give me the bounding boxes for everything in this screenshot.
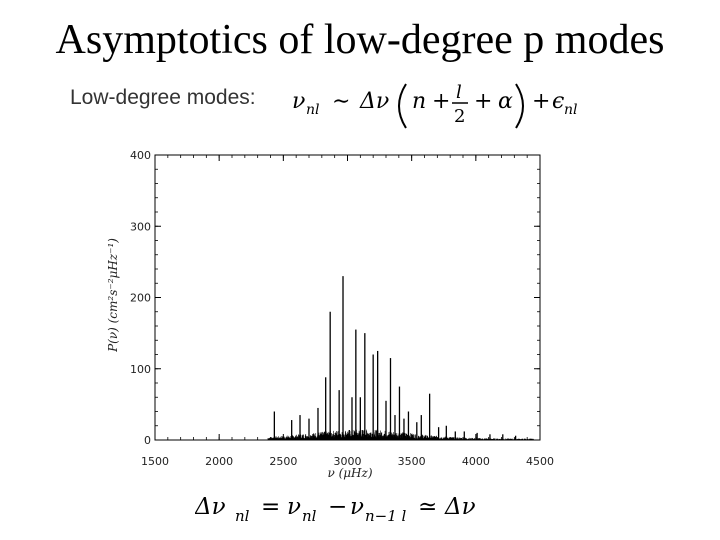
formula-2: 2	[454, 106, 465, 127]
formula-plus-3: +	[532, 89, 550, 114]
x-tick-label: 2500	[269, 455, 297, 468]
formula-nl-sub: nl	[306, 102, 320, 118]
x-tick-label: 4000	[462, 455, 490, 468]
formula-delta-nu: Δν	[359, 89, 389, 114]
slide-title: Asymptotics of low-degree p modes	[55, 17, 665, 63]
spacing-formula: Δν nl = ν nl − ν n−1 l ≃ Δν	[195, 494, 476, 525]
bottom-eq: =	[261, 494, 280, 520]
plot-frame	[154, 154, 541, 441]
bottom-nu-2: ν	[350, 494, 364, 520]
formula-eps-sub: nl	[564, 102, 578, 118]
formula-eps: ϵ	[552, 89, 564, 114]
formula-l: l	[456, 82, 462, 103]
power-spectrum-chart: 1500 2000 2500 3000 3500 4000 4500 0 100 200 300 40…	[106, 149, 554, 480]
bottom-minus: −	[328, 494, 347, 520]
formula-alpha: α	[498, 89, 513, 114]
bottom-sub-nl-1: nl	[235, 507, 250, 525]
x-tick-label: 3500	[398, 455, 426, 468]
formula-label: Low-degree modes:	[70, 86, 256, 109]
bottom-delta-nu: Δν	[195, 494, 226, 520]
y-tick-label: 200	[130, 292, 151, 305]
spectrum-noise-floor	[267, 429, 534, 440]
formula-math: ν nl ∼ Δν n + l 2 + α + ϵ nl	[292, 82, 578, 129]
x-tick-label: 1500	[141, 455, 169, 468]
bottom-delta-nu-rhs: Δν	[444, 494, 476, 520]
y-tick-label: 300	[130, 220, 151, 233]
formula-plus-2: +	[474, 89, 492, 114]
low-degree-formula: Low-degree modes: ν nl ∼ Δν n + l 2 + α …	[70, 78, 670, 134]
bottom-sub-n-minus-1-l: n−1 l	[365, 507, 407, 525]
formula-sim: ∼	[332, 89, 350, 114]
y-tick-label: 100	[130, 363, 151, 376]
left-paren	[398, 83, 407, 129]
formula-n: n	[412, 89, 426, 114]
y-axis-label: P(ν) (cm²s⁻²μHz⁻¹)	[106, 238, 120, 353]
x-tick-label: 2000	[205, 455, 233, 468]
y-tick-label: 400	[130, 149, 151, 162]
right-paren	[515, 83, 524, 129]
bottom-nu-1: ν	[287, 494, 301, 520]
formula-nu: ν	[292, 89, 305, 114]
x-axis-label: ν (μHz)	[327, 466, 372, 480]
x-tick-label: 3000	[334, 455, 362, 468]
x-tick-label: 4500	[526, 455, 554, 468]
formula-plus-1: +	[432, 89, 450, 114]
y-tick-label: 0	[144, 434, 151, 447]
bottom-simeq: ≃	[418, 494, 437, 520]
bottom-sub-nl-2: nl	[302, 507, 317, 525]
